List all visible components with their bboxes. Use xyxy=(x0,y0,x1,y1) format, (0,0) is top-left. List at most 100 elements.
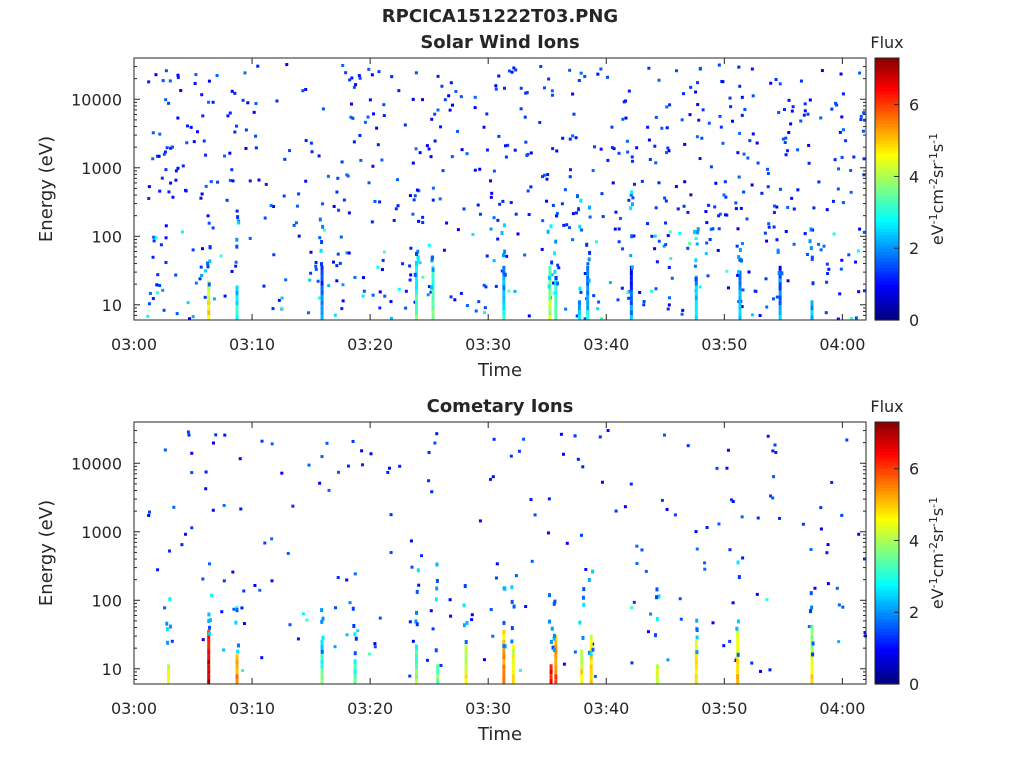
flux-pixel xyxy=(812,206,816,210)
flux-pixel xyxy=(505,254,509,258)
flux-pixel xyxy=(502,223,506,228)
flux-pixel xyxy=(538,120,542,124)
flux-pixel xyxy=(320,455,324,459)
flux-pixel xyxy=(709,165,713,169)
flux-pixel xyxy=(510,626,514,631)
flux-pixel xyxy=(736,227,740,231)
flux-pixel xyxy=(668,296,672,300)
flux-column-cell xyxy=(694,295,698,301)
colorbar-segment xyxy=(875,569,899,574)
flux-pixel xyxy=(839,72,843,76)
flux-column-cell xyxy=(414,315,418,320)
flux-pixel xyxy=(549,639,553,644)
flux-pixel xyxy=(232,607,236,611)
flux-pixel xyxy=(415,188,419,192)
flux-pixel xyxy=(382,103,386,107)
flux-pixel xyxy=(737,65,741,69)
colorbar-tick-label: 6 xyxy=(909,460,919,479)
flux-pixel xyxy=(696,81,700,85)
colorbar-segment xyxy=(875,238,899,242)
flux-column-cell xyxy=(511,659,515,665)
flux-pixel xyxy=(546,229,550,234)
flux-column-cell xyxy=(414,649,418,655)
flux-pixel xyxy=(571,238,575,242)
flux-pixel xyxy=(629,193,633,197)
flux-column-cell xyxy=(655,679,659,684)
plot-frame xyxy=(133,57,867,321)
flux-pixel xyxy=(646,222,650,226)
flux-pixel xyxy=(166,640,170,645)
plot-frame xyxy=(133,421,867,685)
flux-pixel xyxy=(740,305,744,309)
flux-pixel xyxy=(233,91,237,95)
flux-pixel xyxy=(158,132,162,136)
flux-pixel xyxy=(427,479,431,483)
flux-pixel xyxy=(491,634,495,638)
colorbar-segment xyxy=(875,438,899,443)
flux-pixel xyxy=(706,274,710,278)
flux-pixel xyxy=(409,539,413,543)
flux-pixel xyxy=(650,289,654,293)
colorbar-segment xyxy=(875,143,899,148)
flux-column-cell xyxy=(589,634,593,640)
colorbar-segment xyxy=(875,61,899,66)
flux-column-cell xyxy=(694,280,698,286)
flux-column-cell xyxy=(554,310,558,316)
flux-pixel xyxy=(147,513,151,517)
x-tick-label: 03:40 xyxy=(583,699,629,718)
flux-pixel xyxy=(359,158,363,162)
flux-pixel xyxy=(667,149,671,153)
colorbar-segment xyxy=(875,602,899,606)
flux-pixel xyxy=(243,71,247,75)
flux-pixel xyxy=(146,314,150,318)
flux-pixel xyxy=(746,156,750,160)
flux-pixel xyxy=(310,150,314,154)
flux-pixel xyxy=(830,107,834,111)
flux-column-cell xyxy=(554,280,558,286)
colorbar-segment xyxy=(875,192,899,197)
flux-pixel xyxy=(151,157,155,161)
flux-column-cell xyxy=(577,310,581,316)
flux-pixel xyxy=(555,214,559,218)
flux-pixel xyxy=(576,457,580,461)
colorbar-segment xyxy=(875,461,899,466)
flux-pixel xyxy=(564,307,568,311)
flux-pixel xyxy=(459,291,463,295)
colorbar-segment xyxy=(875,211,899,216)
y-tick-label: 1000 xyxy=(81,523,122,542)
flux-pixel xyxy=(642,299,646,303)
flux-pixel xyxy=(462,207,466,211)
flux-pixel xyxy=(425,658,429,662)
colorbar-segment xyxy=(875,94,899,98)
flux-pixel xyxy=(717,522,721,526)
flux-pixel xyxy=(404,289,408,293)
flux-column-cell xyxy=(431,280,435,286)
flux-pixel xyxy=(209,180,213,184)
flux-pixel xyxy=(160,176,164,180)
flux-pixel xyxy=(170,639,174,643)
colorbar-segment xyxy=(875,595,899,600)
colorbar-segment xyxy=(875,484,899,489)
flux-pixel xyxy=(790,109,794,113)
flux-pixel xyxy=(390,75,394,79)
flux-column-cell xyxy=(629,280,633,286)
flux-pixel xyxy=(230,269,234,273)
flux-pixel xyxy=(665,126,669,130)
flux-pixel xyxy=(703,561,707,565)
flux-pixel xyxy=(573,650,577,654)
colorbar-segment xyxy=(875,503,899,508)
flux-column-cell xyxy=(629,315,633,320)
flux-pixel xyxy=(321,224,325,229)
flux-pixel xyxy=(862,230,866,234)
flux-pixel xyxy=(264,182,268,186)
flux-pixel xyxy=(207,100,211,104)
flux-pixel xyxy=(151,131,155,135)
colorbar-segment xyxy=(875,516,899,521)
flux-pixel xyxy=(318,481,322,485)
flux-pixel xyxy=(433,139,437,143)
flux-pixel xyxy=(840,258,844,262)
flux-column-cell xyxy=(810,659,814,665)
flux-pixel xyxy=(518,668,522,672)
flux-pixel xyxy=(571,134,575,138)
flux-pixel xyxy=(483,311,487,315)
